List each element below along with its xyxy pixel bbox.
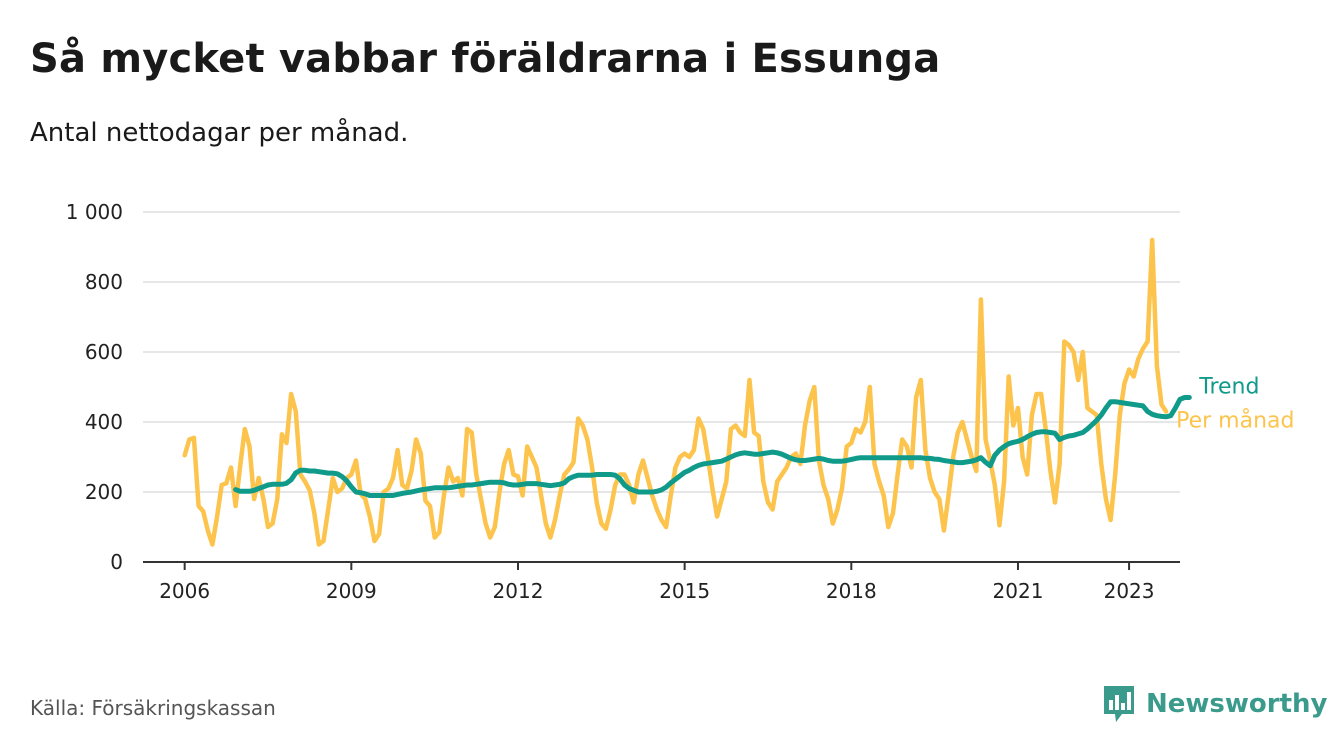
- monthly-series-line: [182, 237, 1169, 547]
- x-axis-tick-labels: 2006 2009 2012 2015 2018 2021 2023: [159, 579, 1154, 603]
- x-tick-label: 2006: [159, 579, 210, 603]
- y-tick-label: 1 000: [66, 200, 123, 224]
- brand-logo: Newsworthy: [1102, 683, 1327, 725]
- trend-series-line: [233, 395, 1192, 498]
- y-tick-label: 800: [85, 270, 123, 294]
- monthly-series-label: Per månad: [1176, 408, 1294, 434]
- y-tick-label: 200: [85, 480, 123, 504]
- x-tick-label: 2009: [326, 579, 377, 603]
- y-tick-label: 400: [85, 410, 123, 434]
- chart-title: Så mycket vabbar föräldrarna i Essunga: [30, 36, 941, 82]
- y-axis-tick-labels: 0 200 400 600 800 1 000: [66, 200, 123, 574]
- y-tick-label: 600: [85, 340, 123, 364]
- series-lines: [182, 237, 1192, 547]
- source-note: Källa: Försäkringskassan: [30, 696, 276, 720]
- series-labels: Per månad Trend: [1176, 375, 1294, 434]
- x-tick-label: 2018: [826, 579, 877, 603]
- y-tick-label: 0: [110, 550, 123, 574]
- x-tick-label: 2012: [493, 579, 544, 603]
- brand-name: Newsworthy: [1146, 689, 1328, 719]
- x-tick-label: 2015: [659, 579, 710, 603]
- x-tick-label: 2021: [993, 579, 1044, 603]
- bar-chart-icon: [1104, 686, 1134, 722]
- chart-subtitle: Antal nettodagar per månad.: [30, 118, 409, 148]
- x-tick-label: 2023: [1104, 579, 1155, 603]
- trend-series-label: Trend: [1198, 375, 1259, 400]
